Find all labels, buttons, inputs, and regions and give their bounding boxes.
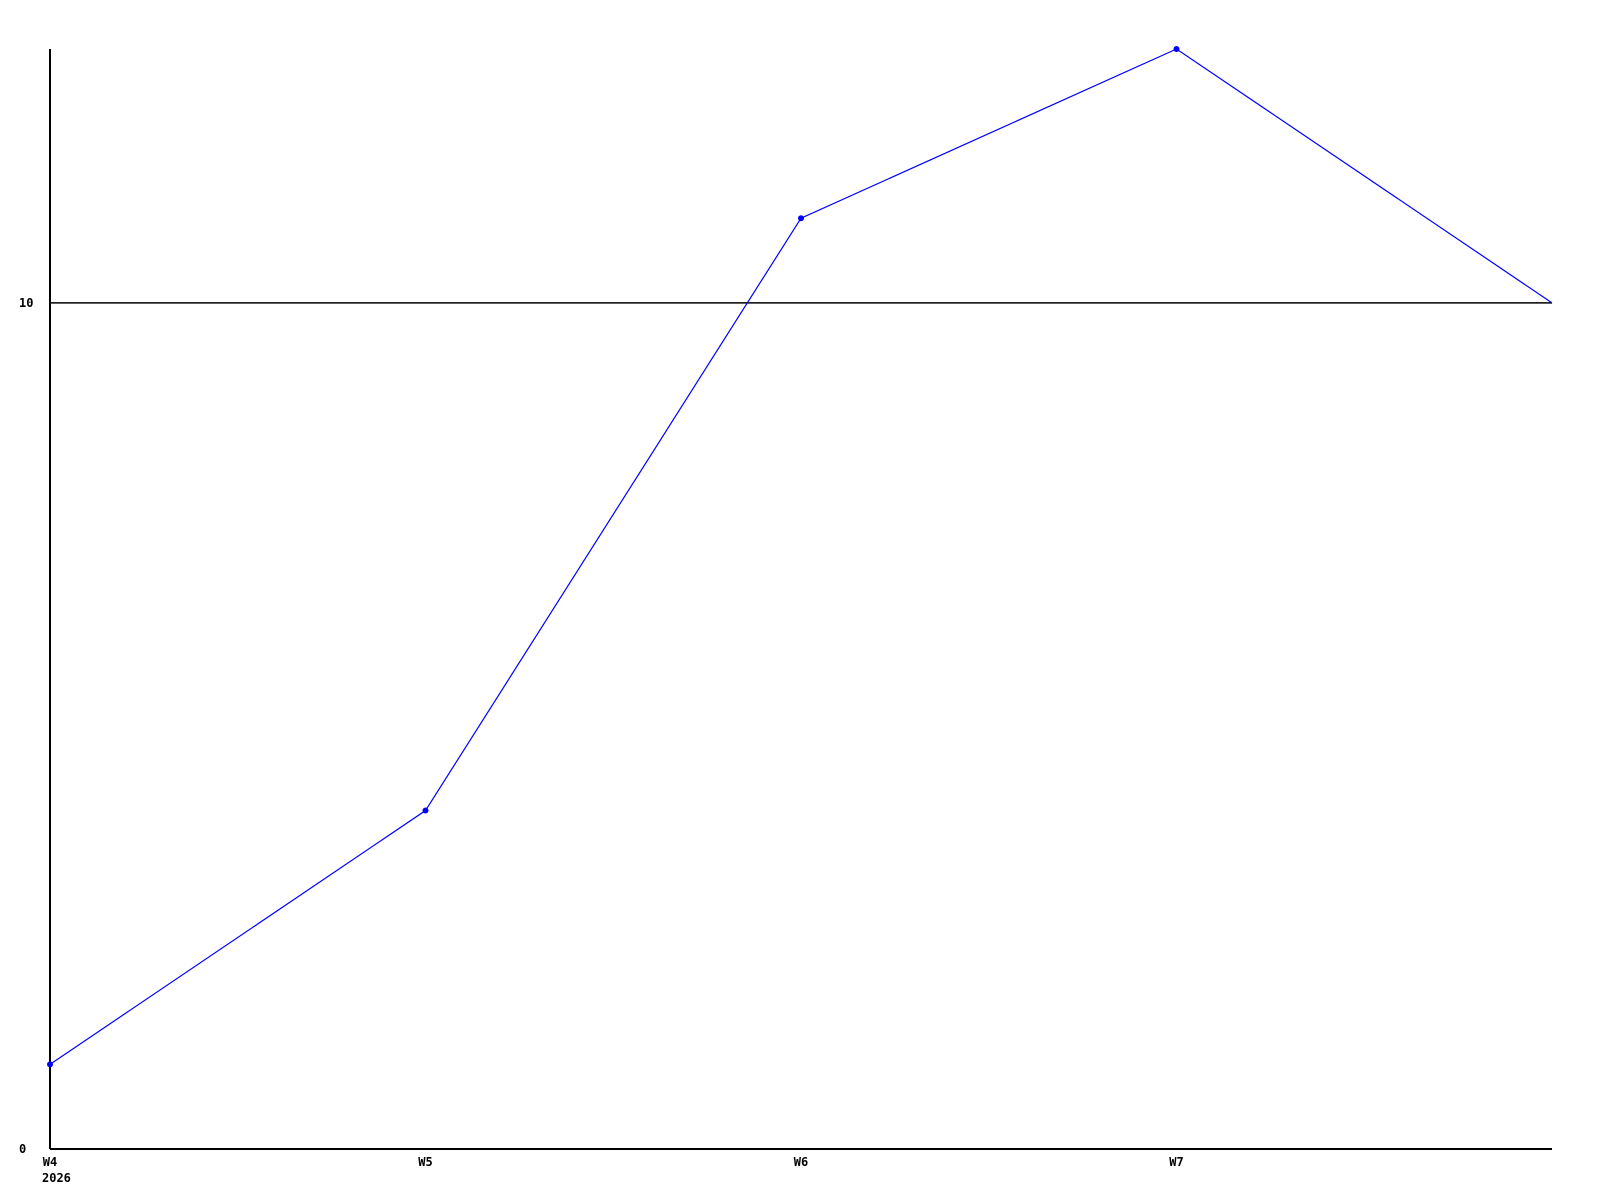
data-point-marker (47, 1061, 53, 1068)
x-tick-label: W5 (418, 1155, 432, 1169)
data-line (49, 48, 1553, 1065)
y-tick-label: 0 (19, 1142, 26, 1156)
data-point-marker (422, 807, 429, 814)
x-tick-label: W6 (794, 1155, 808, 1169)
data-point-marker (1173, 46, 1180, 52)
x-tick-label: W4 (43, 1155, 57, 1169)
x-tick-label: W7 (1169, 1155, 1183, 1169)
y-tick-label: 10 (19, 296, 33, 310)
x-axis-year-label: 2026 (42, 1171, 71, 1185)
data-point-marker (798, 215, 804, 222)
